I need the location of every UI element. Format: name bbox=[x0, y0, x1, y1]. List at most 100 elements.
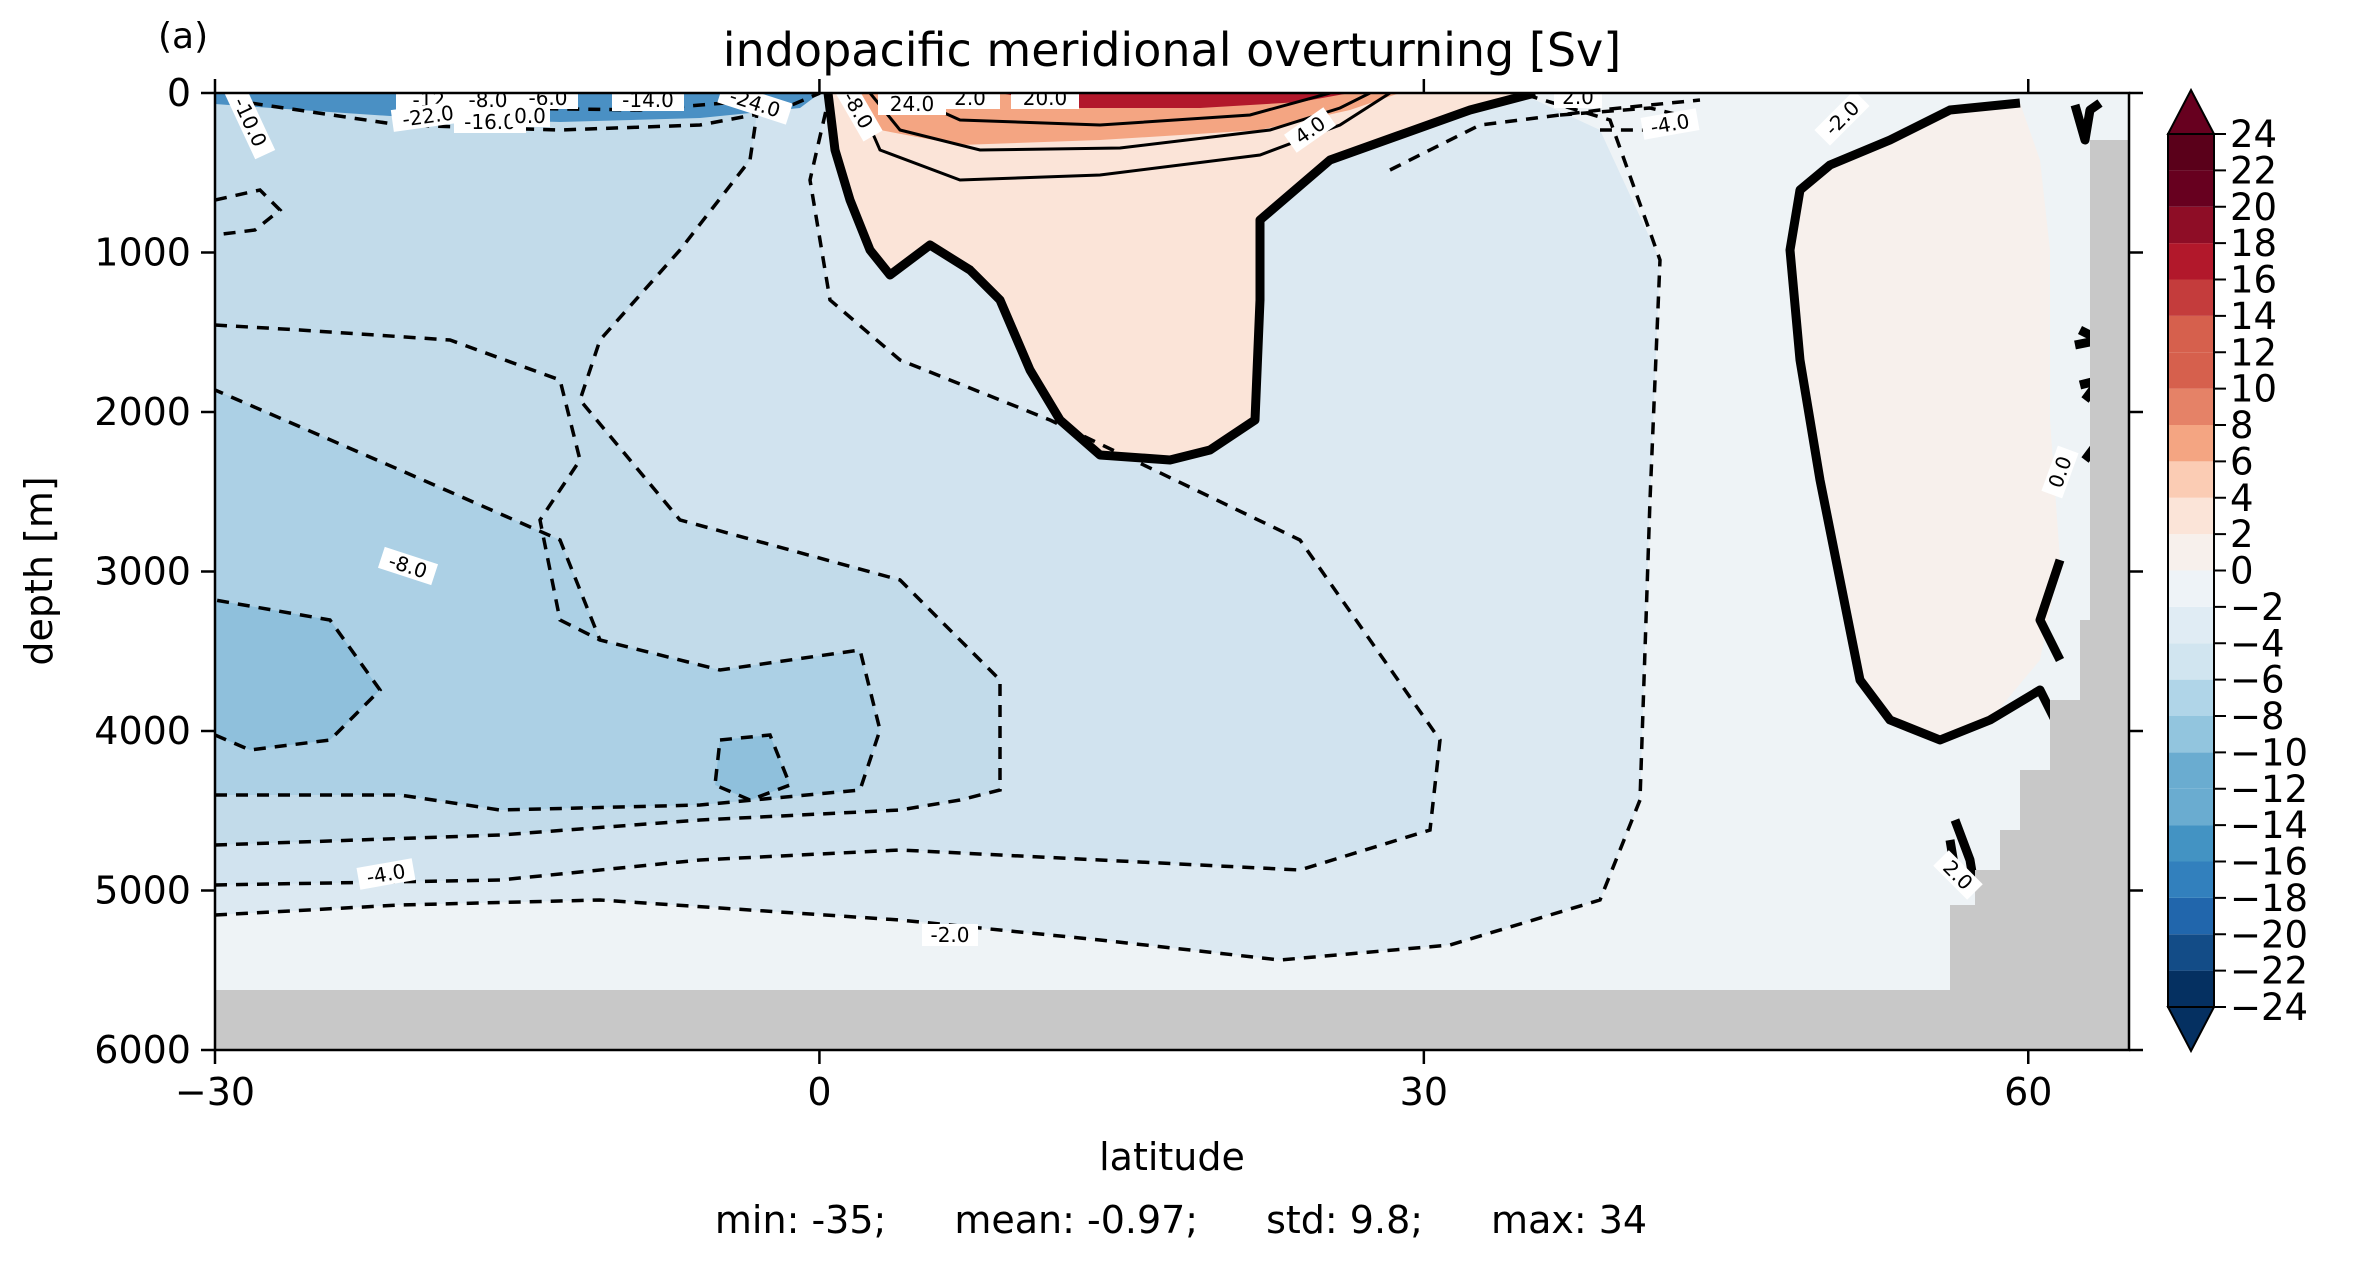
y-axis-label: depth [m] bbox=[17, 476, 61, 665]
contour-line-dashed bbox=[713, 733, 793, 802]
colorbar-tick-label: 8 bbox=[2230, 404, 2254, 447]
contour-label: -4.0 bbox=[356, 858, 416, 890]
colorbar-swatch bbox=[2168, 315, 2214, 353]
colorbar-swatch bbox=[2168, 897, 2214, 935]
colorbar-swatch bbox=[2168, 206, 2214, 244]
colorbar-swatch bbox=[2168, 388, 2214, 425]
contour-label: 2.0 bbox=[940, 86, 1000, 110]
contour-line-dashed bbox=[1389, 98, 1701, 172]
contour-label: -2.0 bbox=[922, 923, 978, 947]
colorbar-tick-label: −14 bbox=[2230, 804, 2308, 847]
colorbar-tick-label: 18 bbox=[2230, 222, 2277, 265]
colorbar-tick-label: −6 bbox=[2230, 659, 2285, 702]
contour-line-dashed bbox=[215, 93, 1662, 962]
colorbar: −24−22−20−18−16−14−12−10−8−6−4−202468101… bbox=[2166, 87, 2308, 1054]
stat-std: std: 9.8; bbox=[1266, 1198, 1424, 1242]
stat-min: min: -35; bbox=[714, 1198, 887, 1242]
svg-text:-14.0: -14.0 bbox=[622, 88, 674, 112]
region-level-minus10-to-minus12 bbox=[215, 600, 790, 800]
colorbar-swatch bbox=[2168, 861, 2214, 898]
svg-text:20.0: 20.0 bbox=[1023, 86, 1068, 110]
stat-mean: mean: -0.97; bbox=[954, 1198, 1199, 1242]
stat-max: max: 34 bbox=[1491, 1198, 1648, 1242]
colorbar-tick-label: 22 bbox=[2230, 149, 2277, 192]
y-axis: 0 1000 2000 3000 4000 5000 6000 bbox=[94, 71, 2143, 1072]
contour-label: 0.0 bbox=[510, 104, 550, 128]
colorbar-tick-label: −2 bbox=[2230, 586, 2285, 629]
y-tick-label: 0 bbox=[167, 71, 191, 115]
colorbar-swatch bbox=[2168, 134, 2214, 171]
x-tick-label: 30 bbox=[1400, 1070, 1448, 1114]
colorbar-swatch bbox=[2168, 279, 2214, 316]
y-tick-label: 4000 bbox=[94, 709, 191, 753]
colorbar-swatch bbox=[2168, 170, 2214, 207]
colorbar-tick-label: −20 bbox=[2230, 913, 2308, 956]
colorbar-swatch bbox=[2168, 352, 2214, 389]
colorbar-swatch bbox=[2168, 970, 2214, 1007]
contour-label: -14.0 bbox=[612, 88, 684, 112]
colorbar-swatch bbox=[2168, 643, 2214, 680]
contour-label: 20.0 bbox=[1011, 86, 1079, 110]
colorbar-swatch bbox=[2168, 934, 2214, 971]
colorbar-swatch bbox=[2168, 825, 2214, 862]
y-tick-label: 6000 bbox=[94, 1028, 191, 1072]
colorbar-tick-label: 12 bbox=[2230, 331, 2277, 374]
region-level-minus8-to-minus10 bbox=[215, 390, 880, 810]
summary-statistics: min: -35; mean: -0.97; std: 9.8; max: 34 bbox=[0, 1198, 2362, 1242]
y-tick-label: 2000 bbox=[94, 390, 191, 434]
svg-text:2.0: 2.0 bbox=[954, 86, 986, 110]
x-axis: −30 0 30 60 bbox=[175, 79, 2052, 1114]
colorbar-swatch bbox=[2168, 570, 2214, 607]
colorbar-swatch bbox=[2168, 243, 2214, 280]
colorbar-tick-label: −12 bbox=[2230, 768, 2308, 811]
contour-line-dashed bbox=[215, 93, 1002, 847]
contour-line-dashed bbox=[229, 93, 821, 132]
svg-text:0.0: 0.0 bbox=[514, 104, 546, 128]
x-tick-label: −30 bbox=[175, 1070, 255, 1114]
colorbar-tick-label: 6 bbox=[2230, 440, 2254, 483]
colorbar-tick-label: 24 bbox=[2230, 113, 2277, 156]
colorbar-swatch bbox=[2168, 752, 2214, 789]
svg-text:-8.0: -8.0 bbox=[468, 88, 507, 112]
y-tick-label: 5000 bbox=[94, 869, 191, 913]
colorbar-extend-min bbox=[2166, 1006, 2216, 1054]
svg-text:24.0: 24.0 bbox=[890, 92, 935, 116]
colorbar-swatch bbox=[2168, 534, 2214, 571]
colorbar-swatch bbox=[2168, 425, 2214, 462]
region-positive-max bbox=[1000, 93, 1350, 108]
colorbar-tick-label: 16 bbox=[2230, 259, 2277, 302]
colorbar-tick-label: −18 bbox=[2230, 877, 2308, 920]
y-tick-label: 3000 bbox=[94, 550, 191, 594]
contour-line-dashed bbox=[215, 188, 283, 237]
zero-contour-line bbox=[823, 93, 1537, 465]
colorbar-swatch bbox=[2168, 788, 2214, 826]
colorbar-tick-label: 4 bbox=[2230, 477, 2254, 520]
colorbar-tick-label: 2 bbox=[2230, 513, 2254, 556]
colorbar-tick-label: 0 bbox=[2230, 550, 2254, 593]
contour-label: -16.0 bbox=[454, 110, 526, 134]
colorbar-tick-label: −22 bbox=[2230, 950, 2308, 993]
zero-contour-line bbox=[2070, 99, 2103, 145]
plot-area: -12. -8.0 -6.0 -14.0 -24.0 -22.0 -16.0 0… bbox=[215, 85, 2129, 1050]
y-tick-label: 1000 bbox=[94, 231, 191, 275]
contour-label: 2.0 bbox=[1554, 85, 1602, 109]
contour-line-dashed bbox=[215, 93, 1442, 887]
colorbar-swatch bbox=[2168, 461, 2214, 498]
colorbar-tick-label: −16 bbox=[2230, 841, 2308, 884]
x-tick-label: 60 bbox=[2004, 1070, 2052, 1114]
colorbar-tick-label: −10 bbox=[2230, 731, 2308, 774]
contour-line-dashed bbox=[215, 598, 383, 752]
colorbar-tick-label: −8 bbox=[2230, 695, 2285, 738]
colorbar-swatch bbox=[2168, 716, 2214, 753]
colorbar-swatch bbox=[2168, 497, 2214, 535]
svg-text:-16.0: -16.0 bbox=[464, 110, 516, 134]
colorbar-tick-label: 20 bbox=[2230, 186, 2277, 229]
colorbar-tick-label: −4 bbox=[2230, 622, 2285, 665]
x-tick-label: 0 bbox=[807, 1070, 831, 1114]
svg-text:2.0: 2.0 bbox=[1562, 85, 1594, 109]
region-positive-cell bbox=[828, 93, 1535, 460]
contour-line-dashed bbox=[215, 323, 601, 642]
zero-contour-line bbox=[1785, 98, 2060, 745]
colorbar-extend-max bbox=[2166, 87, 2216, 135]
colorbar-tick-label: −24 bbox=[2230, 986, 2308, 1029]
